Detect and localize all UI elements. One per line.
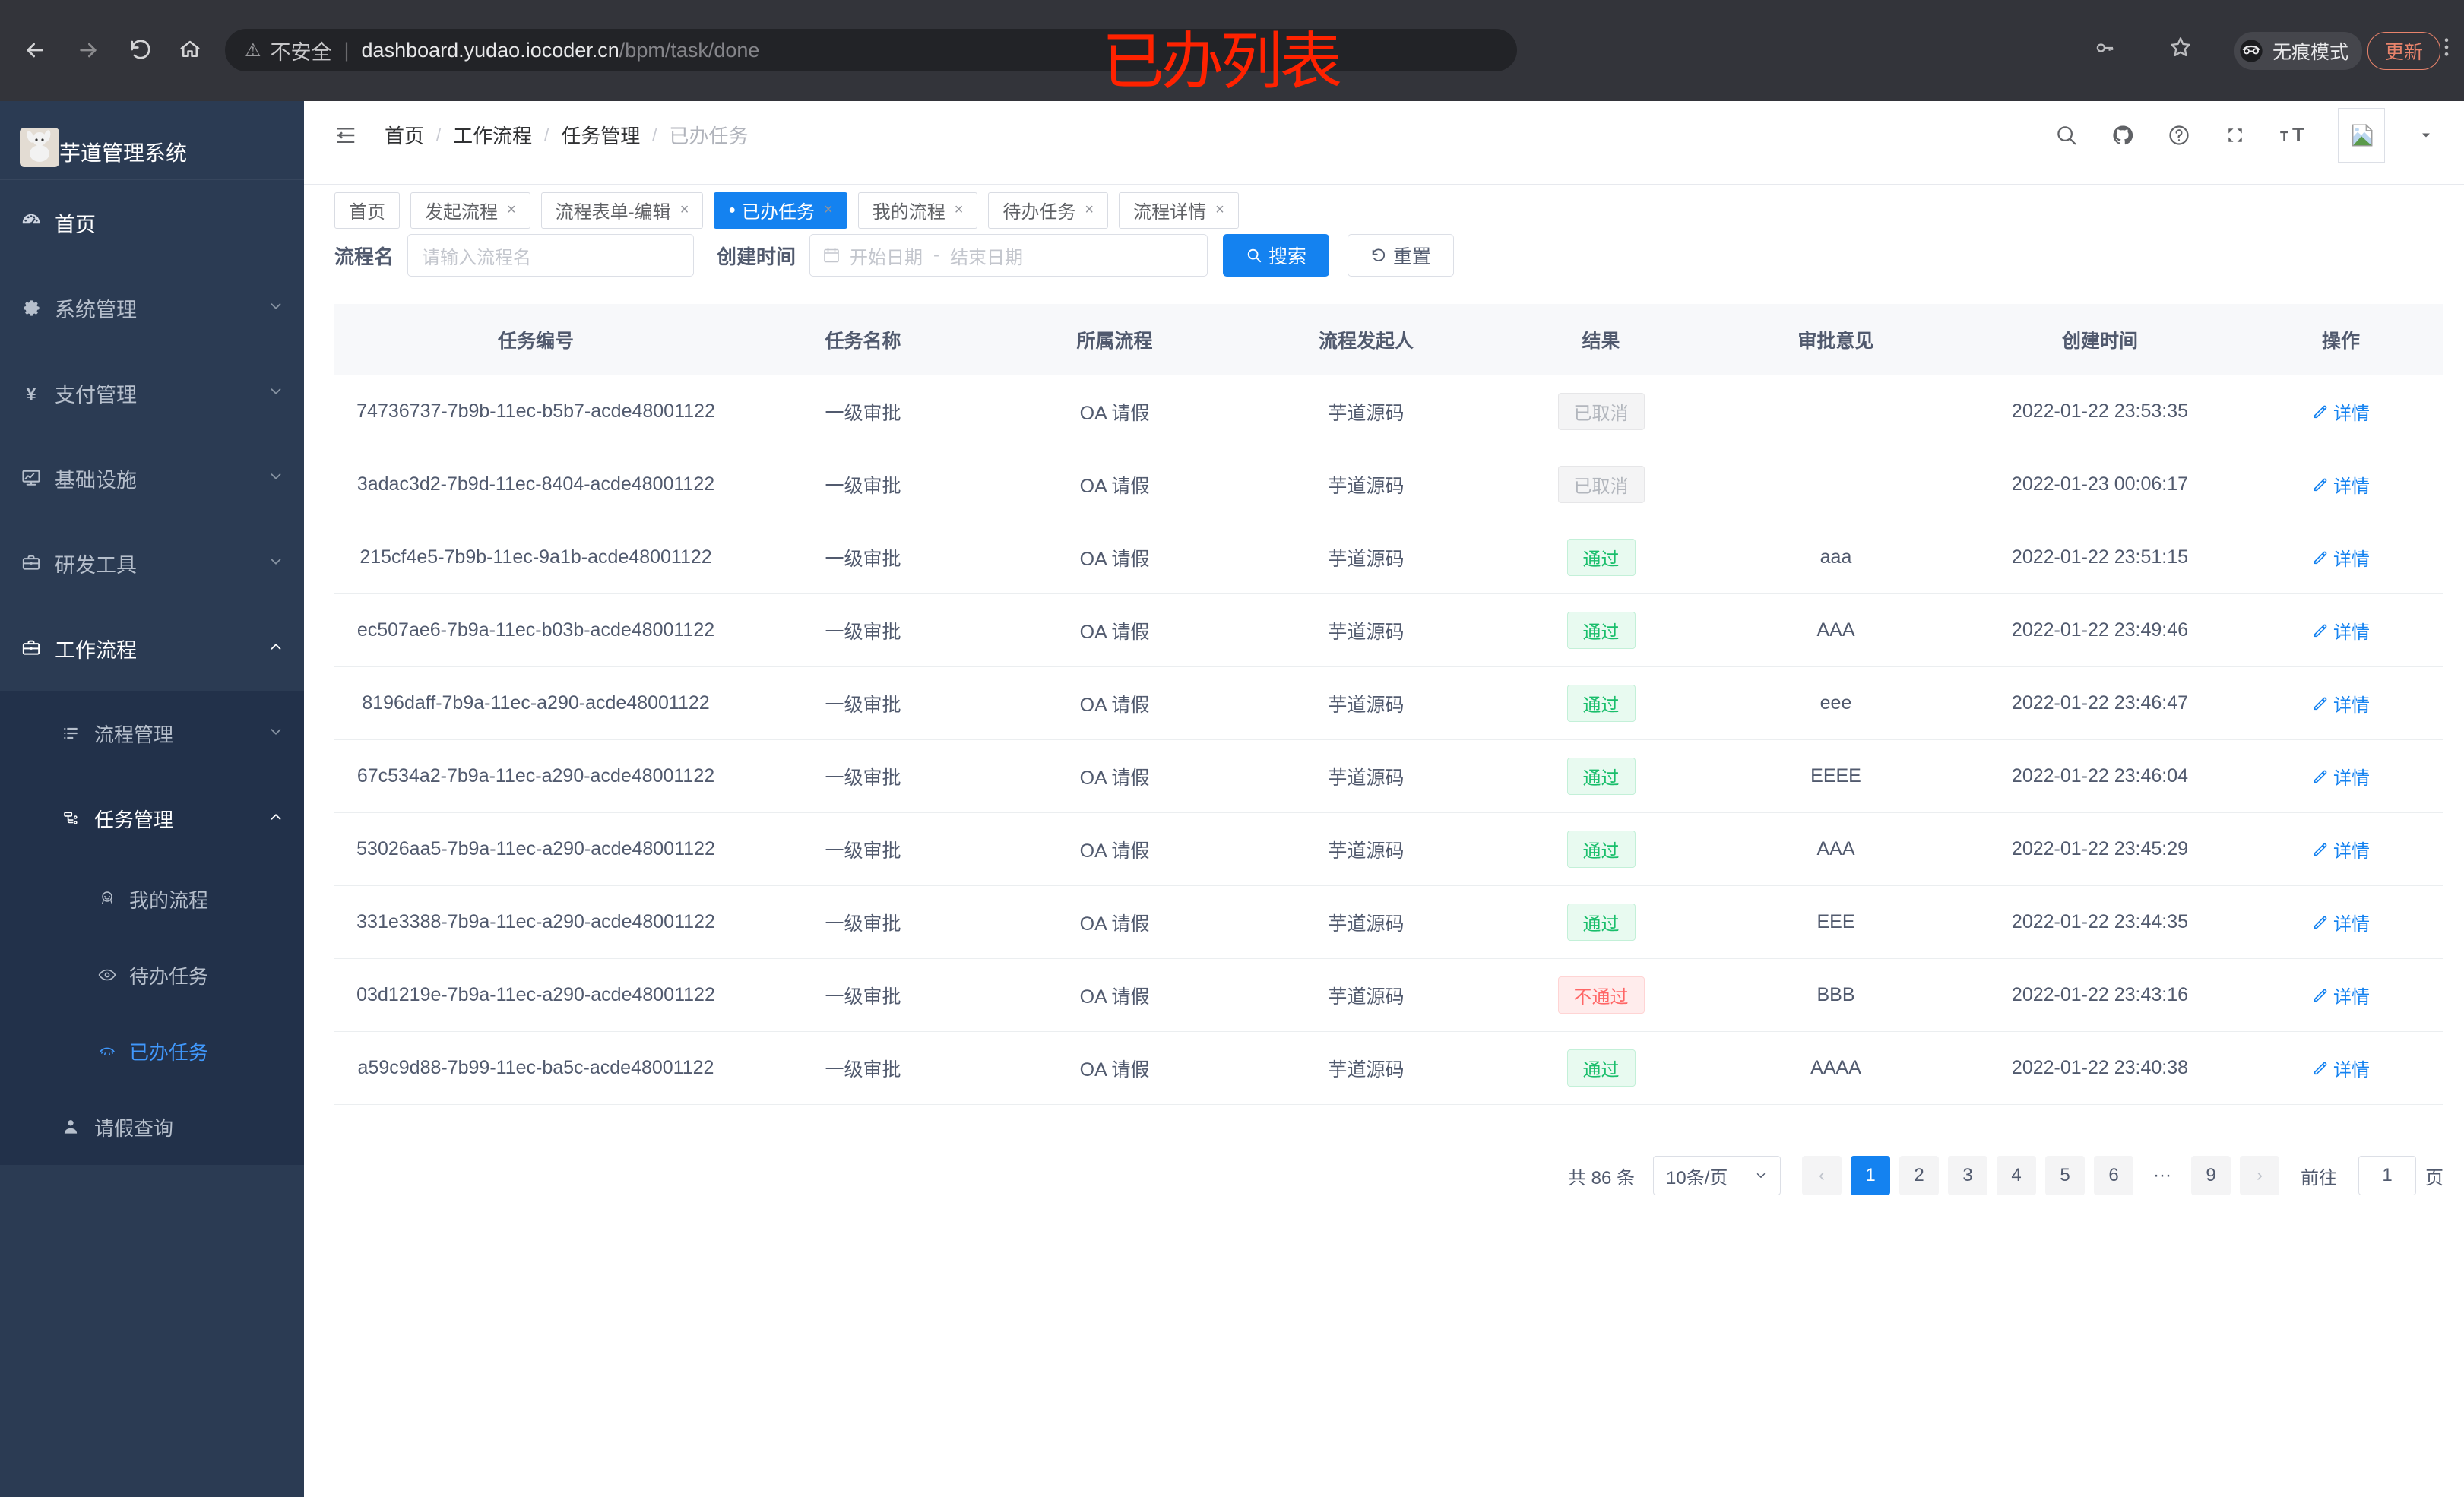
svg-text:T: T [2292, 124, 2304, 146]
svg-text:T: T [2280, 128, 2288, 144]
svg-text:¥: ¥ [26, 384, 36, 404]
